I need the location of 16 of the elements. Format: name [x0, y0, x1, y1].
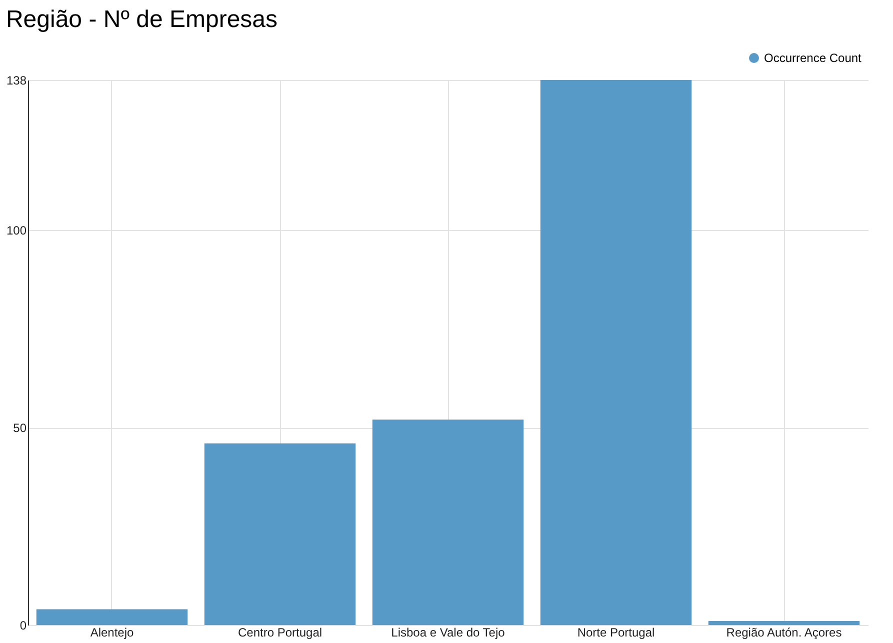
x-tick-label: Centro Portugal	[238, 626, 322, 640]
x-tick-label: Lisboa e Vale do Tejo	[391, 626, 506, 640]
bar	[36, 609, 188, 625]
x-tick-label: Região Autón. Açores	[726, 626, 842, 640]
chart-title: Região - Nº de Empresas	[6, 6, 278, 33]
legend-label: Occurrence Count	[764, 51, 862, 65]
y-tick-label: 138	[6, 74, 27, 88]
y-tick-label: 50	[13, 421, 27, 436]
bar	[708, 621, 860, 625]
y-tick-label: 100	[6, 224, 27, 238]
bar	[540, 80, 692, 625]
bar	[204, 443, 356, 625]
bar	[372, 420, 524, 625]
x-tick-label: Norte Portugal	[577, 626, 655, 640]
y-tick-label: 0	[20, 618, 27, 632]
x-tick-label: Alentejo	[90, 626, 134, 640]
